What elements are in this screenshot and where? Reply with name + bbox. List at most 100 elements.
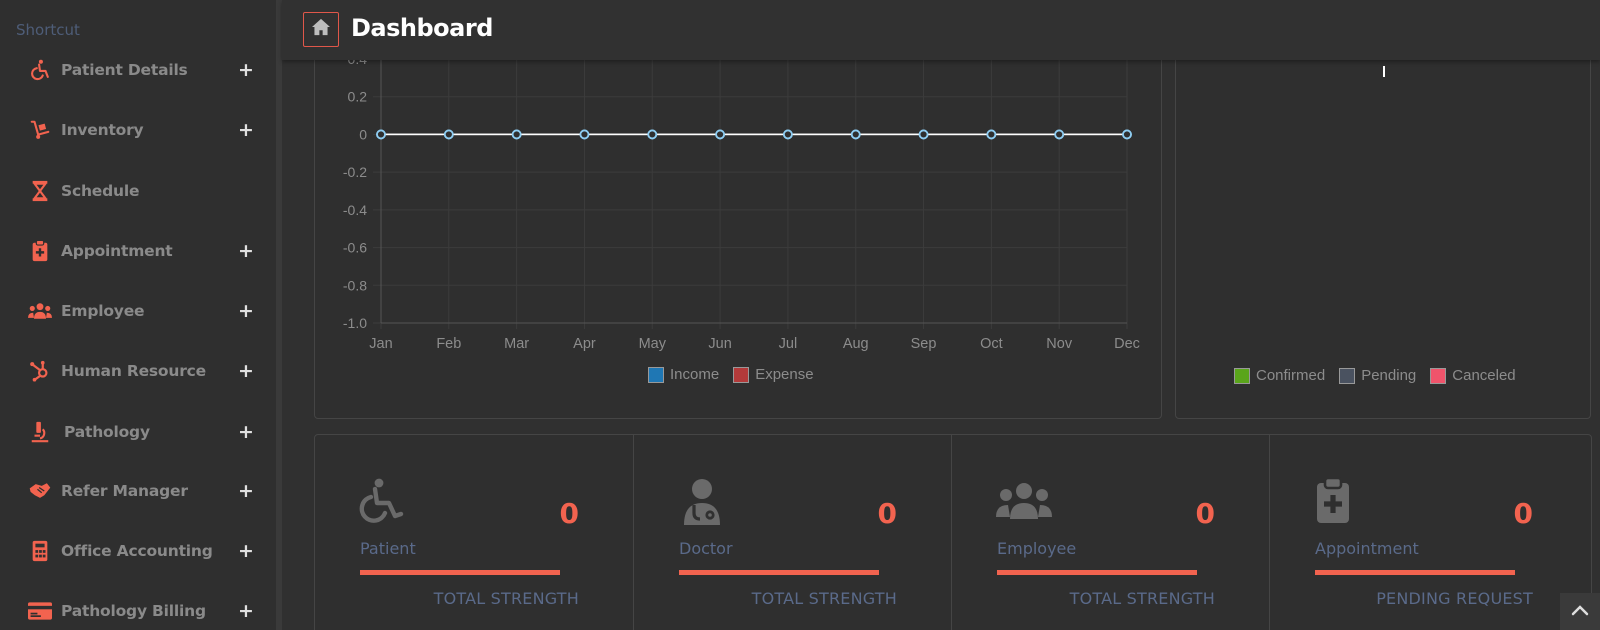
top-header: Dashboard (282, 0, 1600, 60)
y-tick-label: 0 (359, 126, 367, 142)
page-title: Dashboard (351, 14, 493, 42)
shortcut-label[interactable]: Shortcut (16, 21, 80, 39)
expand-plus-icon[interactable]: + (238, 59, 254, 81)
legend-swatch (1430, 367, 1447, 384)
legend-item-income[interactable]: Income (648, 366, 719, 383)
stat-sublabel: TOTAL STRENGTH (433, 589, 579, 608)
legend-label: Income (670, 366, 720, 383)
x-tick-label: Jan (369, 336, 392, 352)
sidebar-item-label: Patient Details (61, 61, 188, 79)
sidebar-item-label: Office Accounting (61, 542, 213, 560)
data-point-expense (1054, 129, 1065, 140)
pie-slice-mark (1383, 66, 1385, 77)
chevron-up-icon (1571, 603, 1589, 621)
x-tick-label: Aug (843, 336, 869, 352)
legend-label: Canceled (1452, 367, 1516, 384)
scroll-to-top-button[interactable] (1560, 593, 1600, 630)
credit-card-icon (28, 599, 52, 623)
users-icon (28, 299, 52, 323)
legend-label: Expense (755, 366, 814, 383)
expand-plus-icon[interactable]: + (238, 360, 254, 382)
appointment-status-pie-chart (1383, 66, 1385, 77)
stat-sublabel: PENDING REQUEST (1376, 589, 1533, 608)
x-tick-label: Feb (436, 336, 461, 352)
calculator-icon (28, 539, 52, 563)
sidebar-item-pathology-billing[interactable]: Pathology Billing + (0, 591, 276, 630)
sidebar-item-refer-manager[interactable]: Refer Manager + (0, 471, 276, 511)
sidebar-item-label: Employee (61, 302, 145, 320)
microscope-icon (28, 420, 52, 444)
sidebar-item-label: Refer Manager (61, 482, 188, 500)
handshake-icon (28, 479, 52, 503)
legend-swatch (1234, 367, 1250, 384)
sidebar-item-label: Human Resource (61, 362, 206, 380)
stat-doctor[interactable]: 0 Doctor TOTAL STRENGTH (633, 435, 961, 630)
appointment-status-chart-card: Confirmed Pending Canceled (1175, 30, 1591, 419)
x-tick-label: Jun (708, 336, 731, 352)
income-expense-line-chart: 0.40.20-0.2-0.4-0.6-0.8-1.0JanFebMarAprM… (343, 31, 1140, 352)
stat-bar (1315, 570, 1515, 575)
wheelchair-icon (359, 477, 415, 527)
x-tick-label: Jul (779, 336, 798, 352)
legend-item-expense[interactable]: Expense (733, 366, 814, 383)
y-tick-label: 0.2 (348, 89, 368, 105)
legend-item-pending[interactable]: Pending (1339, 367, 1416, 384)
legend-item-canceled[interactable]: Canceled (1430, 367, 1516, 384)
expand-plus-icon[interactable]: + (238, 600, 254, 622)
sidebar: Shortcut Patient Details + Inventory + S… (0, 0, 282, 630)
stat-label: Doctor (679, 539, 733, 558)
x-tick-label: Mar (504, 336, 529, 352)
expand-plus-icon[interactable]: + (238, 480, 254, 502)
line-chart-legend: Income Expense (648, 366, 820, 383)
stat-sublabel: TOTAL STRENGTH (1069, 589, 1215, 608)
y-tick-label: -0.2 (343, 164, 367, 180)
x-tick-label: Sep (911, 336, 937, 352)
sidebar-item-schedule[interactable]: Schedule (0, 171, 276, 211)
stat-patient[interactable]: 0 Patient TOTAL STRENGTH (315, 435, 643, 630)
data-point-expense (1122, 129, 1132, 140)
stat-bar (360, 570, 560, 575)
expand-plus-icon[interactable]: + (238, 240, 254, 262)
legend-label: Pending (1361, 367, 1417, 384)
data-point-expense (579, 129, 590, 140)
stat-bar (997, 570, 1197, 575)
expand-plus-icon[interactable]: + (238, 421, 254, 443)
sidebar-item-appointment[interactable]: Appointment + (0, 231, 276, 271)
sidebar-item-office-accounting[interactable]: Office Accounting + (0, 531, 276, 571)
home-button[interactable] (303, 12, 339, 47)
data-point-expense (783, 129, 793, 140)
x-tick-label: Dec (1114, 336, 1140, 352)
home-icon (311, 18, 331, 41)
legend-swatch (1339, 367, 1356, 384)
expand-plus-icon[interactable]: + (238, 119, 254, 141)
expand-plus-icon[interactable]: + (238, 300, 254, 322)
sidebar-item-human-resource[interactable]: Human Resource + (0, 351, 276, 391)
stat-employee[interactable]: 0 Employee TOTAL STRENGTH (951, 435, 1279, 630)
x-tick-label: Oct (980, 336, 1003, 352)
y-tick-label: -0.8 (343, 277, 367, 293)
data-point-expense (511, 129, 522, 140)
hubspot-icon (28, 359, 52, 383)
sidebar-item-employee[interactable]: Employee + (0, 291, 276, 331)
y-tick-label: -0.6 (343, 240, 367, 256)
sidebar-item-pathology[interactable]: Pathology + (0, 412, 276, 452)
doctor-icon (678, 477, 734, 527)
income-expense-chart-card: 0.40.20-0.2-0.4-0.6-0.8-1.0JanFebMarAprM… (314, 30, 1162, 419)
hourglass-icon (28, 179, 52, 203)
legend-item-confirmed[interactable]: Confirmed (1234, 367, 1325, 384)
wheelchair-icon (28, 58, 52, 82)
legend-swatch (648, 366, 664, 383)
sidebar-item-label: Pathology Billing (61, 602, 206, 620)
x-tick-label: Nov (1046, 336, 1073, 352)
stat-value: 0 (1195, 497, 1215, 530)
clipboard-medical-icon (28, 239, 52, 263)
sidebar-item-label: Appointment (61, 242, 173, 260)
legend-label: Confirmed (1256, 367, 1326, 384)
sidebar-item-inventory[interactable]: Inventory + (0, 110, 276, 150)
users-icon (996, 481, 1052, 531)
stat-label: Patient (360, 539, 416, 558)
expand-plus-icon[interactable]: + (238, 540, 254, 562)
sidebar-item-patient-details[interactable]: Patient Details + (0, 50, 276, 90)
stat-appointment[interactable]: 0 Appointment PENDING REQUEST (1269, 435, 1597, 630)
legend-swatch (733, 366, 750, 383)
